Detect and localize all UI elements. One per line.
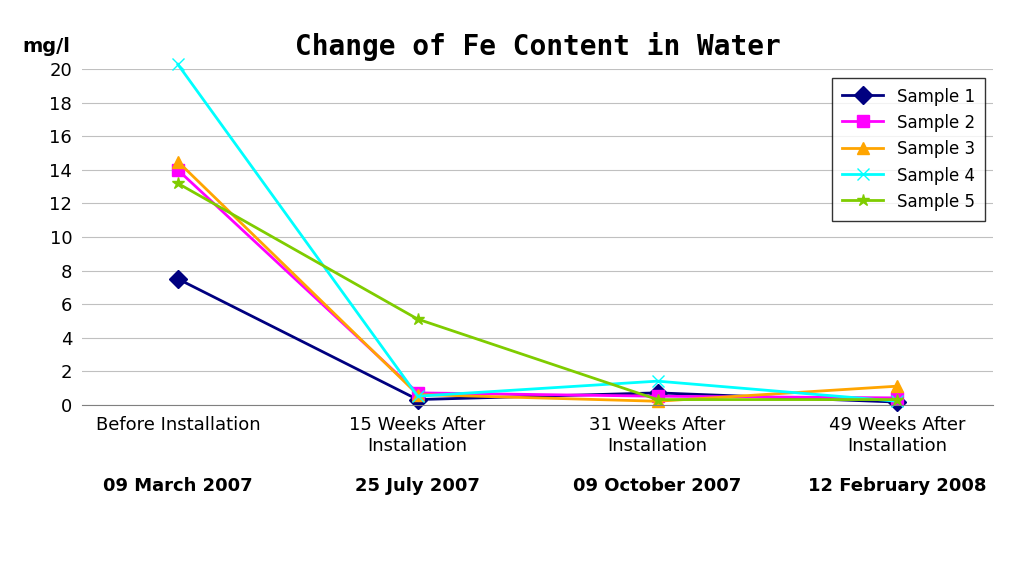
Sample 2 [172, 166, 184, 173]
Text: 09 March 2007: 09 March 2007 [103, 477, 253, 495]
Sample 2 [891, 394, 903, 401]
Sample 5 [891, 396, 903, 403]
Title: Change of Fe Content in Water: Change of Fe Content in Water [295, 32, 780, 61]
Sample 5 [651, 396, 664, 403]
Text: 12 February 2008: 12 February 2008 [808, 477, 986, 495]
Sample 3 [172, 158, 184, 165]
Sample 2 [651, 393, 664, 400]
Legend: Sample 1, Sample 2, Sample 3, Sample 4, Sample 5: Sample 1, Sample 2, Sample 3, Sample 4, … [831, 77, 985, 221]
Sample 1 [891, 399, 903, 406]
Sample 3 [412, 391, 424, 398]
Sample 2 [412, 390, 424, 397]
Line: Sample 1: Sample 1 [172, 273, 903, 408]
Sample 3 [891, 383, 903, 390]
Line: Sample 2: Sample 2 [172, 164, 903, 404]
Line: Sample 5: Sample 5 [172, 177, 903, 406]
Sample 1 [172, 276, 184, 283]
Sample 5 [412, 316, 424, 323]
Sample 1 [651, 390, 664, 397]
Line: Sample 4: Sample 4 [172, 58, 903, 407]
Text: 09 October 2007: 09 October 2007 [573, 477, 741, 495]
Sample 5 [172, 180, 184, 187]
Text: 25 July 2007: 25 July 2007 [355, 477, 480, 495]
Sample 1 [412, 396, 424, 403]
Sample 3 [651, 398, 664, 405]
Line: Sample 3: Sample 3 [172, 155, 903, 407]
Sample 4 [172, 61, 184, 68]
Text: mg/l: mg/l [23, 37, 71, 56]
Sample 4 [891, 398, 903, 405]
Sample 4 [412, 393, 424, 400]
Sample 4 [651, 377, 664, 384]
